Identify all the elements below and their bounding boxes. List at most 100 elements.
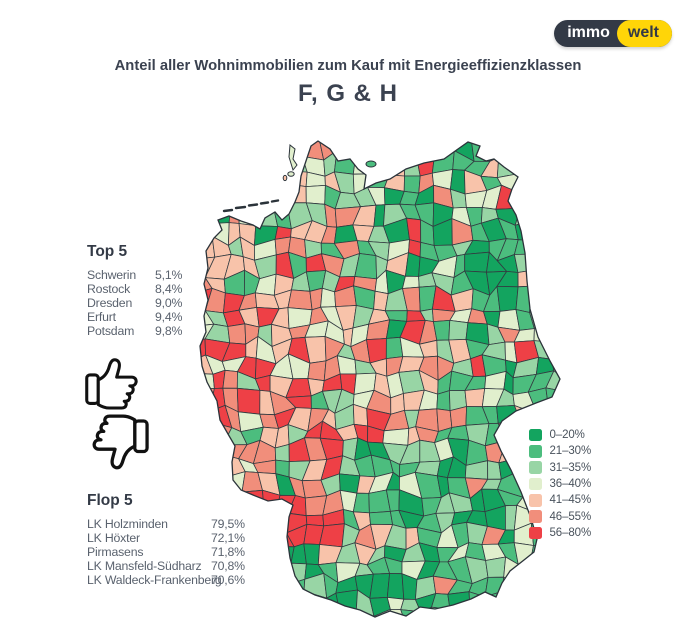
region-name: LK Höxter [87, 531, 140, 545]
district-cell [222, 557, 245, 583]
region-value: 72,1% [211, 531, 245, 545]
immowelt-logo: immo welt [554, 20, 672, 47]
east-frisian-islands [222, 199, 280, 213]
district-cell [531, 221, 555, 247]
legend-item: 0–20% [529, 427, 591, 443]
district-cell [272, 510, 289, 534]
district-cell [229, 538, 245, 564]
district-cell [497, 421, 522, 447]
district-cell [242, 141, 263, 157]
district-cell [236, 387, 261, 415]
district-cell [545, 188, 560, 208]
district-cell [529, 556, 554, 583]
district-cell [366, 141, 389, 162]
district-cell [286, 183, 307, 204]
district-cell [549, 581, 560, 595]
district-cell [547, 606, 560, 617]
region-value: 9,4% [155, 310, 183, 324]
district-cell [260, 155, 278, 177]
page-subtitle: F, G & H [297, 80, 398, 107]
island-amrum [282, 174, 288, 182]
district-cell [289, 590, 313, 617]
district-cell [205, 455, 231, 477]
district-cell [514, 207, 533, 226]
district-cell [243, 538, 262, 568]
logo-text-immo: immo [567, 23, 610, 41]
district-cell [546, 341, 560, 360]
page-title: Anteil aller Wohnimmobilien zum Kauf mit… [114, 58, 582, 74]
district-cell [200, 608, 215, 617]
district-cell [228, 593, 247, 617]
district-cell [200, 235, 216, 261]
district-cell [307, 360, 327, 382]
district-cell [545, 141, 560, 158]
district-cell [213, 597, 232, 610]
district-cell [303, 543, 320, 566]
district-cell [382, 141, 406, 160]
district-cell [547, 589, 560, 612]
district-cell [236, 151, 263, 177]
district-cell [515, 579, 540, 594]
district-cell [449, 406, 468, 428]
district-cell [230, 184, 243, 205]
district-cell [200, 455, 216, 475]
district-cell [545, 307, 560, 329]
district-cell [200, 406, 215, 431]
district-cell [448, 319, 469, 341]
district-cell [212, 572, 232, 599]
district-cell [200, 439, 210, 462]
district-cell [303, 613, 327, 617]
flop5-row: LK Mansfeld-Südharz 70,8% [87, 559, 245, 573]
district-cell [464, 388, 486, 408]
region-name: LK Waldeck-Frankenberg [87, 573, 222, 587]
district-cell [258, 598, 273, 613]
district-cell [355, 615, 376, 617]
legend-swatch [529, 445, 542, 458]
legend-item: 56–80% [529, 525, 591, 541]
district-cell [373, 204, 386, 227]
district-cell [545, 290, 560, 312]
district-cell [499, 614, 517, 617]
district-cell [229, 507, 245, 531]
district-cell [528, 610, 553, 617]
district-cell [520, 187, 533, 209]
legend-label: 41–45% [549, 494, 592, 507]
region-value: 9,8% [155, 324, 183, 338]
thumbs-up-icon [85, 358, 138, 410]
district-cell [271, 608, 294, 617]
district-cell [200, 141, 209, 158]
district-cell [270, 598, 293, 617]
top5-row: Rostock 8,4% [87, 282, 182, 296]
district-cell [350, 141, 378, 162]
flop5-heading: Flop 5 [87, 492, 133, 509]
district-cell [222, 606, 243, 617]
district-cell [436, 390, 451, 412]
district-cell [209, 505, 231, 531]
region-name: Erfurt [87, 310, 116, 324]
legend-item: 21–30% [529, 443, 591, 459]
district-cell [404, 141, 426, 160]
region-name: Potsdam [87, 324, 135, 338]
district-cell [229, 491, 245, 517]
flop5-panel: Flop 5 LK Holzminden 79,5% LK Höxter 72,1% P… [87, 492, 245, 587]
district-cell [224, 150, 244, 171]
district-cell [200, 473, 216, 498]
district-cell [498, 440, 522, 464]
district-cell [369, 573, 391, 599]
district-cell [258, 572, 275, 600]
district-cell [206, 496, 232, 509]
legend-label: 46–55% [549, 510, 592, 523]
region-value: 8,4% [155, 282, 183, 296]
district-cell [257, 510, 277, 525]
district-cell [515, 589, 537, 615]
district-cell [205, 169, 232, 195]
legend-swatch [529, 477, 542, 491]
district-cell [270, 572, 295, 601]
district-cell [531, 207, 555, 224]
district-cell [227, 323, 247, 345]
legend-swatch [529, 526, 542, 540]
district-cell [200, 372, 215, 390]
district-cell [515, 563, 540, 584]
district-cell [200, 523, 211, 551]
